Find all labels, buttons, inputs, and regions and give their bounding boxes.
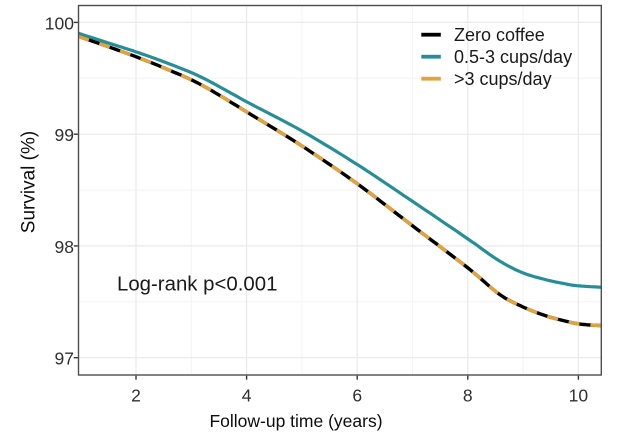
svg-text:8: 8: [463, 385, 473, 405]
svg-text:6: 6: [352, 385, 362, 405]
svg-text:Zero coffee: Zero coffee: [454, 25, 545, 45]
svg-text:10: 10: [569, 385, 589, 405]
svg-text:97: 97: [55, 349, 74, 369]
svg-text:99: 99: [55, 125, 74, 145]
svg-text:>3 cups/day: >3 cups/day: [454, 69, 552, 89]
svg-text:100: 100: [45, 13, 74, 33]
svg-text:Follow-up time (years): Follow-up time (years): [209, 411, 382, 431]
svg-text:4: 4: [242, 385, 252, 405]
svg-text:Log-rank p<0.001: Log-rank p<0.001: [117, 274, 277, 296]
svg-text:2: 2: [131, 385, 141, 405]
svg-text:0.5-3 cups/day: 0.5-3 cups/day: [454, 47, 572, 67]
svg-text:Survival (%): Survival (%): [19, 131, 40, 233]
svg-text:98: 98: [55, 237, 74, 257]
